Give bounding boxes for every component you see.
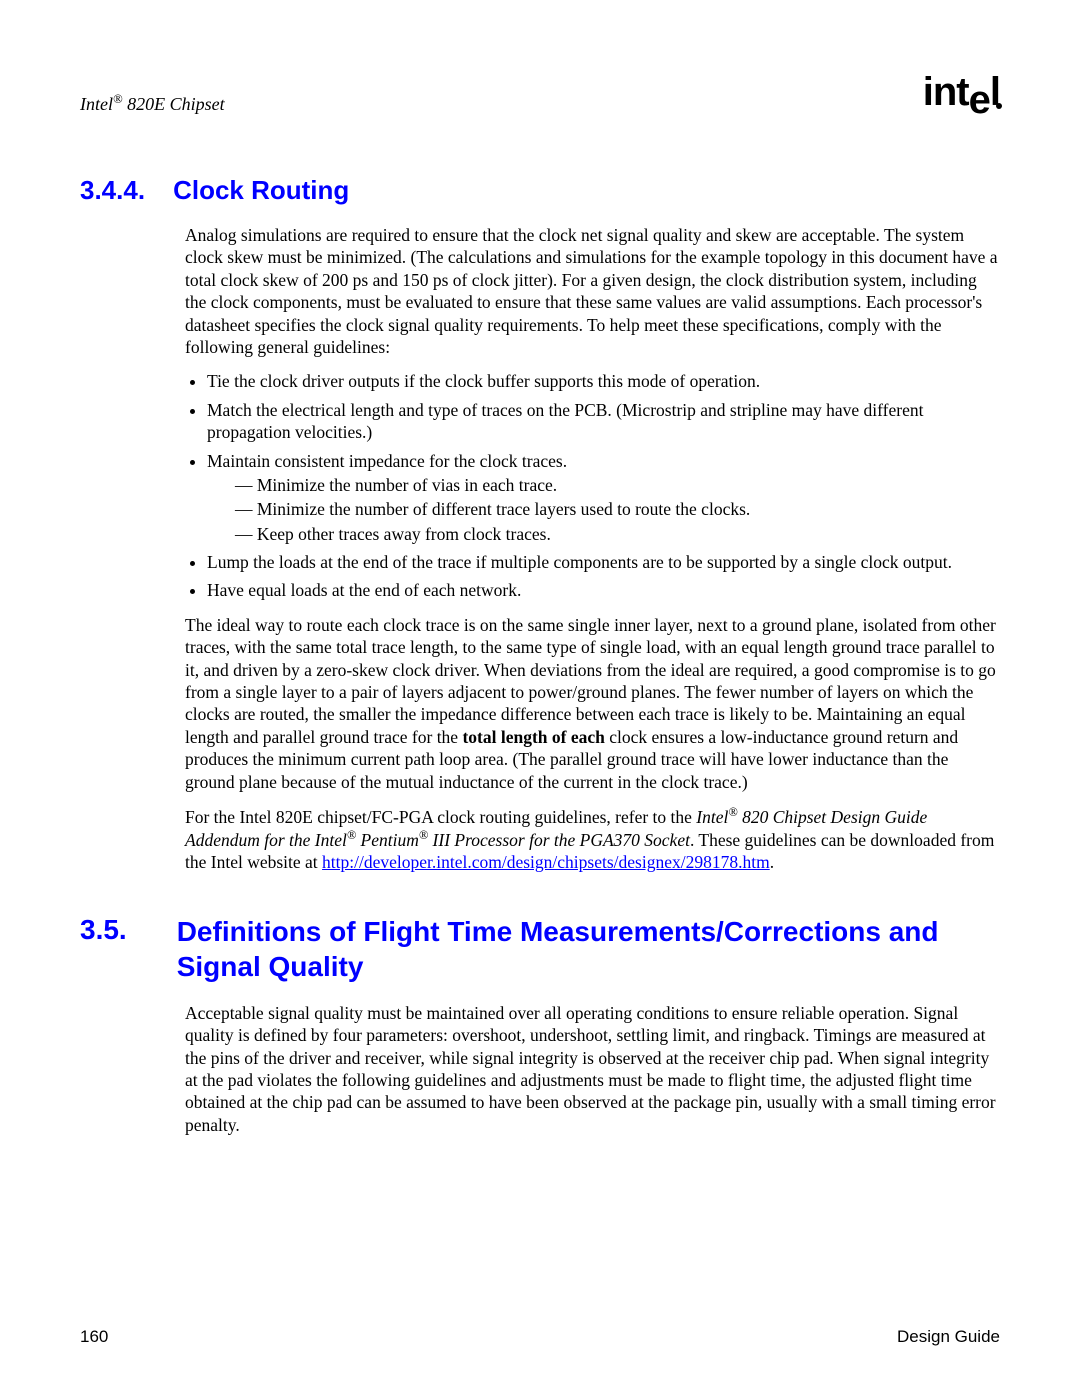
sub-list: Minimize the number of vias in each trac…: [207, 474, 1000, 545]
list-item: Tie the clock driver outputs if the cloc…: [207, 370, 1000, 392]
para-reference: For the Intel 820E chipset/FC-PGA clock …: [185, 805, 1000, 874]
heading-number: 3.4.4.: [80, 175, 145, 206]
sub-list-item: Minimize the number of vias in each trac…: [235, 474, 1000, 496]
page-number: 160: [80, 1327, 108, 1347]
section-3-5-body: Acceptable signal quality must be mainta…: [185, 1002, 1000, 1136]
doc-title-suffix: 820E Chipset: [123, 94, 225, 114]
guideline-list: Tie the clock driver outputs if the cloc…: [185, 370, 1000, 602]
list-item-text: Maintain consistent impedance for the cl…: [207, 451, 567, 471]
intel-logo: intel: [923, 70, 1000, 115]
heading-title: Clock Routing: [173, 175, 349, 206]
download-link[interactable]: http://developer.intel.com/design/chipse…: [322, 852, 770, 872]
sub-list-item: Keep other traces away from clock traces…: [235, 523, 1000, 545]
sub-list-item: Minimize the number of different trace l…: [235, 498, 1000, 520]
para-ideal-routing: The ideal way to route each clock trace …: [185, 614, 1000, 793]
heading-3-5: 3.5. Definitions of Flight Time Measurem…: [80, 914, 1000, 984]
para-signal-quality: Acceptable signal quality must be mainta…: [185, 1002, 1000, 1136]
registered-mark: ®: [419, 828, 428, 842]
list-item: Maintain consistent impedance for the cl…: [207, 450, 1000, 546]
para-ref-end: .: [770, 852, 774, 872]
doc-title: Intel® 820E Chipset: [80, 92, 225, 115]
registered-mark: ®: [113, 92, 123, 106]
section-3-4-4-body: Analog simulations are required to ensur…: [185, 224, 1000, 874]
para-ref-pre: For the Intel 820E chipset/FC-PGA clock …: [185, 807, 696, 827]
heading-number: 3.5.: [80, 914, 127, 946]
para-intro: Analog simulations are required to ensur…: [185, 224, 1000, 358]
list-item: Have equal loads at the end of each netw…: [207, 579, 1000, 601]
registered-mark: ®: [347, 828, 356, 842]
logo-dot-icon: [996, 103, 1002, 109]
heading-title: Definitions of Flight Time Measurements/…: [177, 914, 1000, 984]
list-item: Lump the loads at the end of the trace i…: [207, 551, 1000, 573]
heading-3-4-4: 3.4.4. Clock Routing: [80, 175, 1000, 206]
doc-title-prefix: Intel: [80, 94, 113, 114]
page: Intel® 820E Chipset intel 3.4.4. Clock R…: [0, 0, 1080, 1397]
para-text-bold: total length of each: [462, 727, 604, 747]
page-footer: 160 Design Guide: [80, 1327, 1000, 1347]
registered-mark: ®: [728, 805, 737, 819]
ref-ital4: III Processor for the PGA370 Socket: [428, 830, 690, 850]
list-item: Match the electrical length and type of …: [207, 399, 1000, 444]
ref-ital3: Pentium: [356, 830, 419, 850]
footer-right: Design Guide: [897, 1327, 1000, 1347]
page-header: Intel® 820E Chipset intel: [80, 70, 1000, 115]
ref-ital1: Intel: [696, 807, 728, 827]
